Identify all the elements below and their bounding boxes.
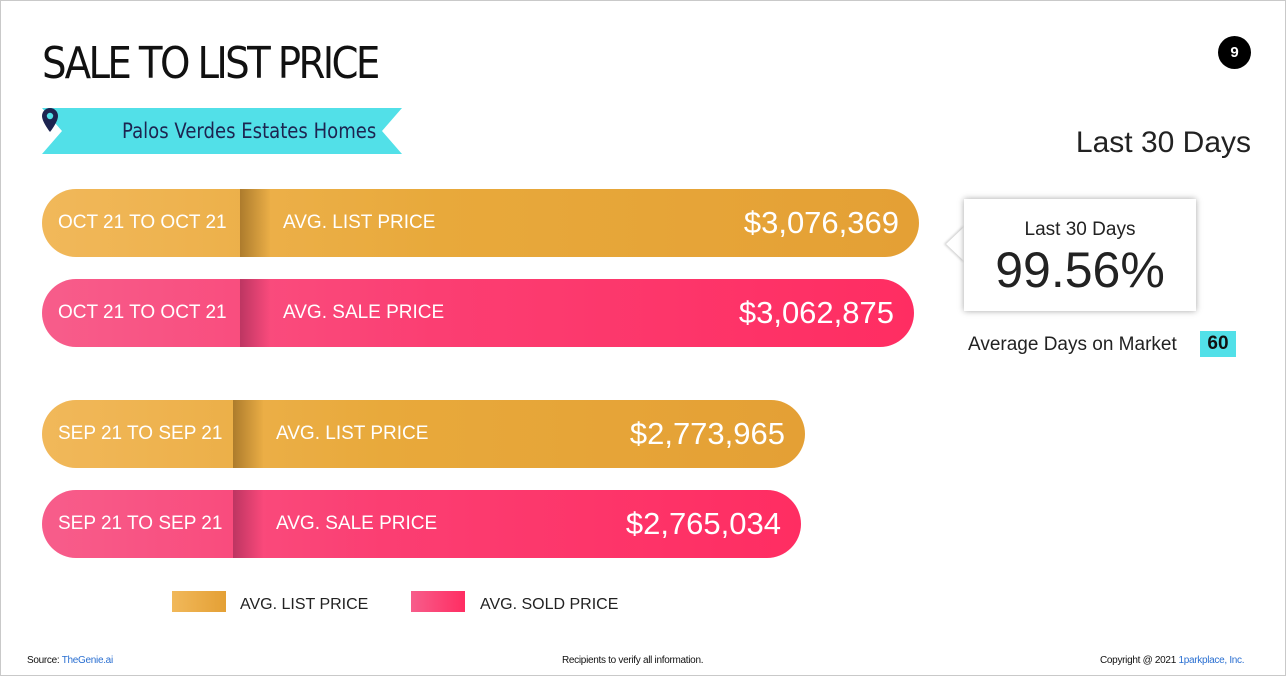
sale-to-list-callout: Last 30 Days 99.56%	[964, 199, 1196, 311]
legend-label-list: AVG. LIST PRICE	[240, 596, 369, 613]
legend-label-sold: AVG. SOLD PRICE	[480, 596, 619, 613]
callout-pointer	[946, 226, 965, 262]
page-number-badge: 9	[1218, 36, 1251, 69]
bar-value-label: $2,773,965	[629, 416, 785, 451]
bar-value-label: $3,076,369	[743, 205, 899, 240]
price-bar: SEP 21 TO SEP 21 AVG. SALE PRICE $2,765,03…	[42, 490, 801, 558]
bar-period-label: SEP 21 TO SEP 21	[58, 423, 223, 444]
footer-disclaimer: Recipients to verify all information.	[562, 655, 704, 666]
bar-value-label: $3,062,875	[738, 295, 894, 330]
days-on-market-label: Average Days on Market	[968, 334, 1177, 355]
callout-title: Last 30 Days	[1024, 219, 1136, 240]
copyright-text: Copyright @ 2021	[1100, 655, 1176, 666]
days-on-market-value: 60	[1200, 331, 1236, 357]
bar-metric-label: AVG. SALE PRICE	[283, 302, 445, 323]
bar-divider	[240, 189, 270, 257]
price-bar: SEP 21 TO SEP 21 AVG. LIST PRICE $2,773,96…	[42, 400, 805, 468]
footer-copyright: Copyright @ 2021 1parkplace, Inc.	[1100, 655, 1245, 666]
location-label: Palos Verdes Estates Homes	[122, 119, 377, 143]
bar-metric-label: AVG. SALE PRICE	[276, 513, 438, 534]
price-bar: OCT 21 TO OCT 21 AVG. LIST PRICE $3,076,36…	[42, 189, 919, 257]
location-ribbon: Palos Verdes Estates Homes	[42, 108, 402, 154]
footer-source: Source: TheGenie.ai	[27, 655, 113, 666]
source-label: Source:	[27, 655, 60, 666]
bar-divider	[233, 490, 263, 558]
bar-divider	[233, 400, 263, 468]
legend-swatch-list	[172, 591, 226, 612]
bar-period-label: OCT 21 TO OCT 21	[58, 212, 227, 233]
period-title: Last 30 Days	[1075, 126, 1251, 159]
bar-metric-label: AVG. LIST PRICE	[276, 423, 429, 444]
price-bar: OCT 21 TO OCT 21 AVG. SALE PRICE $3,062,87…	[42, 279, 914, 347]
source-link[interactable]: TheGenie.ai	[61, 655, 113, 666]
sale-to-list-ratio: 99.56%	[995, 242, 1165, 298]
page-title: SALE TO LIST PRICE	[42, 38, 380, 89]
legend-swatch-sold	[411, 591, 465, 612]
bar-metric-label: AVG. LIST PRICE	[283, 212, 436, 233]
bar-value-label: $2,765,034	[625, 506, 781, 541]
bar-period-label: OCT 21 TO OCT 21	[58, 302, 227, 323]
bar-period-label: SEP 21 TO SEP 21	[58, 513, 223, 534]
map-pin-icon	[42, 108, 58, 132]
company-link[interactable]: 1parkplace, Inc.	[1178, 655, 1245, 666]
bar-divider	[240, 279, 270, 347]
